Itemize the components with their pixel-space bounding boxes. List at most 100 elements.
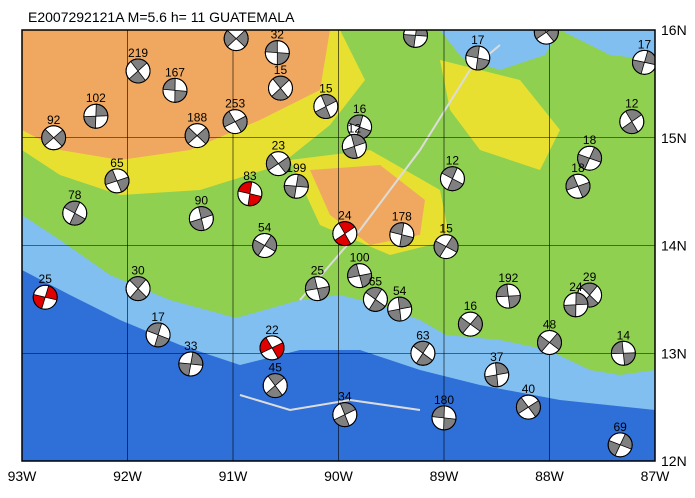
depth-label: 15 [540,7,554,21]
beachball-outline [484,362,510,388]
depth-label: 188 [187,111,207,125]
depth-label: 199 [286,161,306,175]
beachball-outline [62,200,88,226]
beachball [237,181,263,207]
beachball-outline [347,263,373,289]
depth-label: 15 [274,63,288,77]
beachball [533,30,559,45]
depth-label: 54 [393,284,407,298]
beachball-outline [410,340,436,366]
beachball [577,145,603,171]
beachball-outline [125,276,151,302]
depth-label: 12 [409,10,423,24]
depth-label: 90 [195,194,209,208]
beachball [347,263,373,289]
beachball-outline [41,125,67,151]
beachball [431,405,457,431]
depth-label: 22 [265,323,279,337]
beachball [104,168,130,194]
lon-tick-label: 90W [324,468,354,484]
depth-label: 48 [543,317,557,331]
beachball [264,40,290,66]
depth-label: 17 [638,37,652,51]
beachball [362,286,388,312]
depth-label: 54 [258,221,272,235]
beachball-outline [465,45,491,71]
beachball-outline [265,151,291,177]
beachball [265,151,291,177]
beachball-outline [403,30,429,48]
beachball-outline [565,173,591,199]
depth-label: 40 [522,382,536,396]
beachball [403,30,429,48]
depth-label: 25 [311,264,325,278]
beachball-outline [389,222,415,248]
beachball-outline [283,173,309,199]
beachball-outline [563,292,589,318]
beachball-outline [222,109,248,135]
beachball [188,206,214,232]
depth-label: 32 [271,28,285,42]
beachball [223,30,249,52]
depth-label: 29 [583,270,597,284]
beachball-outline [495,283,521,309]
depth-label: 102 [86,91,106,105]
beachball [515,394,541,420]
beachball [304,276,330,302]
beachball [41,125,67,151]
beachball [125,58,151,84]
beachball-outline [610,340,636,366]
beachball [125,276,151,302]
lon-tick-label: 87W [641,468,671,484]
depth-label: 33 [184,339,198,353]
beachball-outline [515,394,541,420]
depth-label: 178 [392,210,412,224]
map-title: E2007292121A M=5.6 h= 11 GUATEMALA [28,9,295,25]
beachball [631,49,655,75]
beachball [439,166,465,192]
beachball-outline [83,103,109,129]
beachball [283,173,309,199]
events: 14 32 15 12 15 17 12 17 253 16 15 18 18 12 12 15 100 65 54… [32,7,655,458]
beachball-outline [125,58,151,84]
beachball [178,351,204,377]
beachball [465,45,491,71]
lat-tick-label: 12N [661,453,687,469]
depth-label: 12 [625,97,639,111]
beachball [389,222,415,248]
beachball-outline [631,49,655,75]
depth-label: 63 [416,328,430,342]
beachball [83,103,109,129]
depth-label: 219 [128,46,148,60]
depth-label: 180 [434,393,454,407]
depth-label: 83 [243,169,257,183]
depth-label: 15 [319,82,333,96]
depth-label: 69 [614,420,628,434]
depth-label: 45 [269,361,283,375]
beachball-outline [439,166,465,192]
beachball [313,94,339,120]
beachball [262,373,288,399]
beachball-outline [104,168,130,194]
lat-tick-label: 14N [661,238,687,254]
beachball-outline [237,181,263,207]
depth-label: 23 [272,139,286,153]
lon-tick-label: 93W [8,468,38,484]
depth-label: 17 [151,310,165,324]
beachball-outline [362,286,388,312]
beachball-outline [188,206,214,232]
beachball [410,340,436,366]
beachball [495,283,521,309]
beachball [162,77,188,103]
beachball-outline [387,296,413,322]
beachball [610,340,636,366]
lat-tick-label: 16N [661,22,687,38]
beachball [565,173,591,199]
beachball [332,221,358,247]
depth-label: 30 [131,264,145,278]
beachball [619,109,645,135]
beachball-outline [607,432,633,458]
depth-label: 24 [569,280,583,294]
